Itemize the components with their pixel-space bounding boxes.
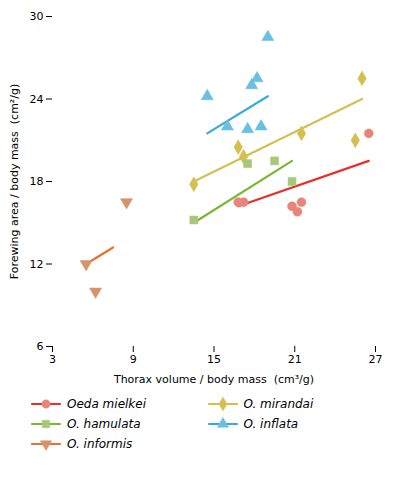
html-text:O. inflata: O. inflata (243, 417, 299, 431)
html-text:O. mirandai: O. mirandai (243, 397, 314, 411)
svg-text:18: 18 (30, 175, 44, 188)
svg-text:Thorax volume / body mass (cm: Thorax volume / body mass (cm³/g) (113, 373, 314, 386)
svg-text:30: 30 (30, 10, 44, 23)
svg-text:Forewing area / body mass (cm: Forewing area / body mass (cm²/g) (8, 84, 21, 280)
svg-text:21: 21 (288, 353, 302, 366)
svg-text:24: 24 (30, 93, 44, 106)
html-text:Oeda mielkei: Oeda mielkei (67, 397, 146, 411)
svg-text:9: 9 (130, 353, 137, 366)
svg-text:27: 27 (369, 353, 383, 366)
svg-text:12: 12 (30, 258, 44, 271)
svg-text:15: 15 (207, 353, 221, 366)
html-text:O. informis: O. informis (67, 437, 133, 451)
svg-text:6: 6 (37, 340, 44, 353)
svg-text:3: 3 (49, 353, 56, 366)
html-text:O. hamulata: O. hamulata (67, 417, 141, 431)
